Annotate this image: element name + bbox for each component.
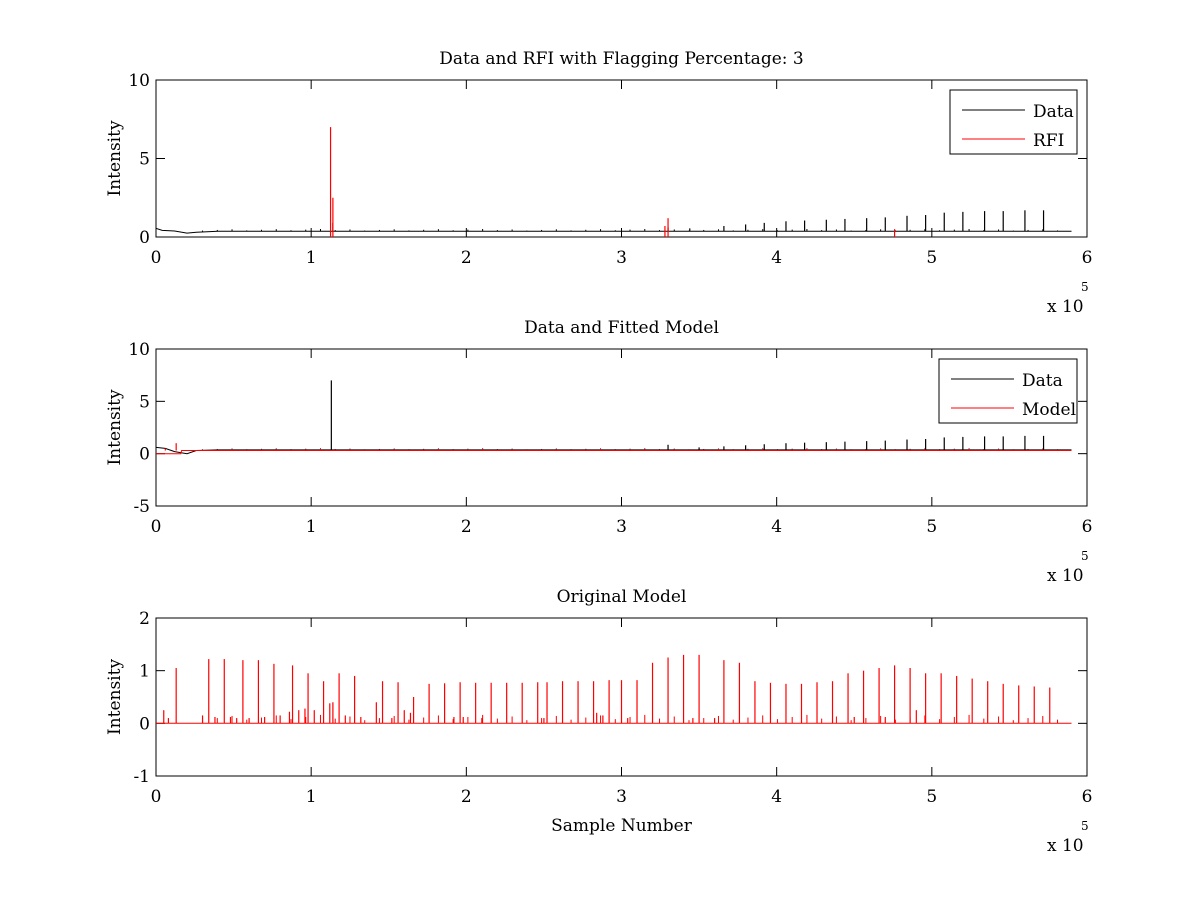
y-axis-label: Intensity <box>105 120 125 196</box>
series-model-line <box>156 443 1072 455</box>
chart-title: Data and Fitted Model <box>524 318 719 338</box>
series-baseline <box>156 227 1072 234</box>
series-data-line <box>156 210 1072 234</box>
plot-frame <box>155 348 1088 507</box>
legend-entry: Data <box>1022 371 1063 391</box>
x-tick-label: 5 <box>926 248 937 268</box>
y-tick-label: -5 <box>133 497 150 517</box>
x-tick-label: 4 <box>771 787 782 807</box>
x-tick-label: 6 <box>1082 517 1093 537</box>
legend-box <box>949 89 1078 155</box>
y-tick-label: 0 <box>139 445 150 465</box>
legend-entry: RFI <box>1033 131 1064 151</box>
x-axis-exponent: 5 <box>1081 280 1089 294</box>
x-tick-label: 5 <box>926 787 937 807</box>
x-tick-label: 5 <box>926 517 937 537</box>
x-tick-label: 0 <box>151 517 162 537</box>
y-tick-label: 2 <box>139 609 150 629</box>
x-tick-label: 6 <box>1082 248 1093 268</box>
x-tick-label: 2 <box>461 787 472 807</box>
series-rfi-line <box>329 127 896 237</box>
y-tick-label: 5 <box>139 392 150 412</box>
x-axis-exponent: 5 <box>1081 819 1089 833</box>
x-tick-label: 4 <box>771 517 782 537</box>
chart-title: Data and RFI with Flagging Percentage: 3 <box>439 49 803 69</box>
x-tick-label: 2 <box>461 517 472 537</box>
series-baseline <box>156 450 1072 455</box>
x-tick-label: 1 <box>306 787 317 807</box>
x-axis-label: Sample Number <box>551 816 693 836</box>
y-axis-label: Intensity <box>105 659 125 735</box>
legend-entry: Model <box>1022 400 1076 420</box>
legend-box <box>938 358 1078 424</box>
subplot-3: Original Model Intensity Sample Number 0 1 2 3… <box>105 587 1092 856</box>
subplot-1: Data and RFI with Flagging Percentage: 3… <box>105 49 1092 317</box>
x-tick-label: 3 <box>616 248 627 268</box>
legend: Data RFI <box>949 89 1078 155</box>
x-axis-multiplier: x 10 <box>1047 836 1084 856</box>
x-axis-multiplier: x 10 <box>1047 297 1084 317</box>
series-baseline <box>156 446 1072 455</box>
plot-frame <box>155 79 1088 238</box>
subplot-container: Data and RFI with Flagging Percentage: 3… <box>105 49 1092 856</box>
x-tick-label: 3 <box>616 787 627 807</box>
legend-entry: Data <box>1033 102 1074 122</box>
x-axis-exponent: 5 <box>1081 549 1089 563</box>
y-tick-label: 5 <box>139 150 150 170</box>
x-tick-label: 6 <box>1082 787 1093 807</box>
x-tick-label: 1 <box>306 248 317 268</box>
y-tick-label: 0 <box>139 228 150 248</box>
x-tick-label: 3 <box>616 517 627 537</box>
x-axis-multiplier: x 10 <box>1047 566 1084 586</box>
y-tick-label: 10 <box>128 340 150 360</box>
y-axis-label: Intensity <box>105 389 125 465</box>
x-tick-label: 2 <box>461 248 472 268</box>
y-tick-label: -1 <box>133 767 150 787</box>
series-model-line <box>156 654 1072 724</box>
x-tick-label: 0 <box>151 248 162 268</box>
legend: Data Model <box>938 358 1078 424</box>
y-tick-label: 0 <box>139 714 150 734</box>
y-tick-label: 1 <box>139 662 150 682</box>
chart-title: Original Model <box>557 587 687 607</box>
x-tick-label: 0 <box>151 787 162 807</box>
y-tick-label: 10 <box>128 71 150 91</box>
x-tick-label: 4 <box>771 248 782 268</box>
x-tick-label: 1 <box>306 517 317 537</box>
